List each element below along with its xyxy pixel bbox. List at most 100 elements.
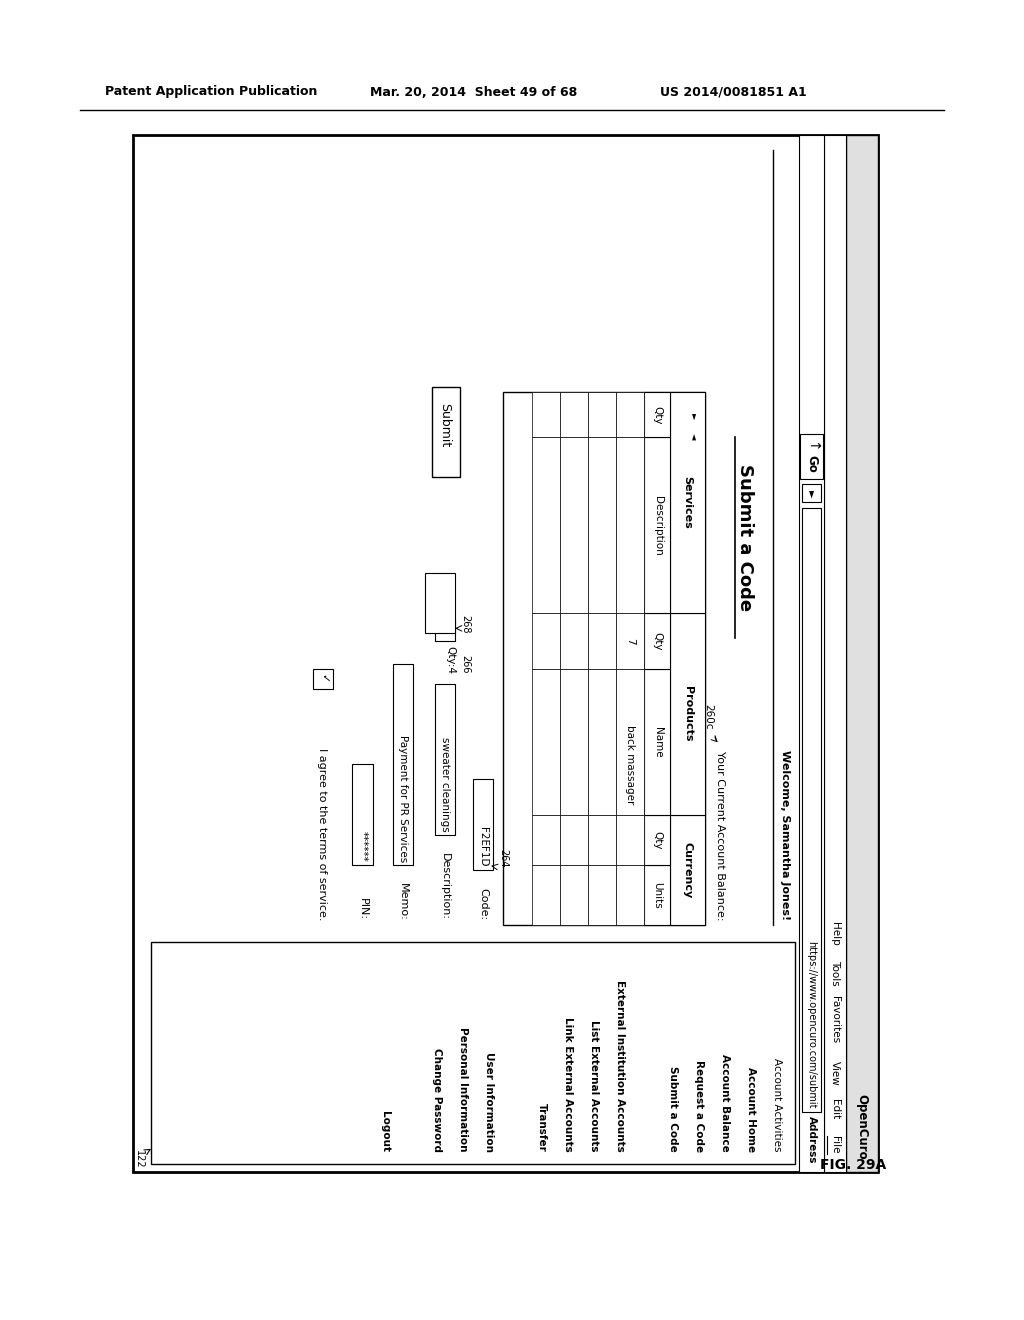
Bar xyxy=(393,664,413,865)
Bar xyxy=(616,669,644,814)
Text: Address: Address xyxy=(807,1117,816,1164)
Text: F2EF1D: F2EF1D xyxy=(478,828,488,867)
Text: Submit a Code: Submit a Code xyxy=(668,1067,678,1152)
Text: PIN:: PIN: xyxy=(357,899,368,920)
Text: Memo:: Memo: xyxy=(397,883,408,920)
Bar xyxy=(313,669,334,689)
Bar xyxy=(352,764,373,865)
Bar xyxy=(473,779,494,870)
Text: Go: Go xyxy=(805,454,818,473)
Bar xyxy=(425,573,455,634)
Text: ↑: ↑ xyxy=(805,441,818,453)
Text: 266: 266 xyxy=(460,655,470,673)
Bar xyxy=(560,814,588,865)
Text: Edit: Edit xyxy=(829,1100,840,1119)
Bar xyxy=(616,437,644,614)
Text: View: View xyxy=(829,1061,840,1085)
Text: Qty: Qty xyxy=(652,405,663,424)
Bar xyxy=(644,814,670,865)
Bar xyxy=(531,614,560,669)
Text: Qty: Qty xyxy=(652,632,663,651)
Text: Name: Name xyxy=(652,727,663,758)
Bar xyxy=(588,614,616,669)
Text: back massager: back massager xyxy=(626,725,635,804)
Bar xyxy=(670,814,705,925)
Text: Description: Description xyxy=(652,496,663,556)
Bar xyxy=(531,865,560,925)
Text: ✓: ✓ xyxy=(318,675,329,684)
Bar xyxy=(616,814,644,865)
Bar xyxy=(670,392,705,614)
Bar xyxy=(435,684,455,834)
Text: FIG. 29A: FIG. 29A xyxy=(820,1158,886,1172)
Text: Favorites: Favorites xyxy=(829,997,840,1043)
Bar xyxy=(560,437,588,614)
Bar xyxy=(616,865,644,925)
Text: I agree to the terms of service.: I agree to the terms of service. xyxy=(317,748,328,920)
Text: Mar. 20, 2014  Sheet 49 of 68: Mar. 20, 2014 Sheet 49 of 68 xyxy=(370,86,578,99)
Text: Products: Products xyxy=(683,686,692,742)
Text: Link External Accounts: Link External Accounts xyxy=(563,1018,572,1152)
Bar xyxy=(800,135,823,1172)
Bar xyxy=(560,392,588,437)
Text: ►: ► xyxy=(690,413,699,420)
Text: Qty:4: Qty:4 xyxy=(445,645,455,673)
Bar xyxy=(432,387,460,478)
Bar xyxy=(616,614,644,669)
Bar xyxy=(644,392,670,437)
Text: ◄: ◄ xyxy=(690,433,699,440)
Text: File: File xyxy=(829,1137,840,1154)
Text: Personal Information: Personal Information xyxy=(458,1027,468,1152)
Bar xyxy=(531,437,560,614)
Text: Tools: Tools xyxy=(829,960,840,986)
Text: 268: 268 xyxy=(460,615,470,634)
Bar xyxy=(588,865,616,925)
Text: Welcome, Samantha Jones!: Welcome, Samantha Jones! xyxy=(780,750,791,920)
Bar xyxy=(560,614,588,669)
Text: ►: ► xyxy=(807,490,816,498)
Text: Your Current Account Balance:: Your Current Account Balance: xyxy=(715,751,725,920)
Text: OpenCuro: OpenCuro xyxy=(855,1094,868,1160)
Bar xyxy=(531,814,560,865)
Bar xyxy=(823,135,846,1172)
Text: 264: 264 xyxy=(499,850,509,869)
Text: Account Home: Account Home xyxy=(746,1067,756,1152)
Text: https://www.opencuro.com/submit: https://www.opencuro.com/submit xyxy=(807,941,816,1109)
Bar xyxy=(133,135,878,1172)
Text: Account Balance: Account Balance xyxy=(720,1055,730,1152)
Bar xyxy=(644,865,670,925)
Text: Request a Code: Request a Code xyxy=(694,1060,703,1152)
Bar xyxy=(504,392,705,925)
Bar xyxy=(560,669,588,814)
Bar xyxy=(644,437,670,614)
Bar xyxy=(588,669,616,814)
Text: sweater cleanings: sweater cleanings xyxy=(440,737,451,832)
Bar xyxy=(801,434,822,479)
Text: Account Activities: Account Activities xyxy=(772,1059,782,1152)
Bar xyxy=(531,392,560,437)
Text: Description:: Description: xyxy=(440,853,451,920)
Text: Patent Application Publication: Patent Application Publication xyxy=(105,86,317,99)
Text: Services: Services xyxy=(683,477,692,529)
Text: Change Password: Change Password xyxy=(432,1048,442,1152)
Text: US 2014/0081851 A1: US 2014/0081851 A1 xyxy=(660,86,807,99)
Bar xyxy=(670,614,705,814)
Text: 122: 122 xyxy=(134,1150,144,1170)
Text: External Institution Accounts: External Institution Accounts xyxy=(615,981,626,1152)
Bar xyxy=(803,484,820,503)
Bar xyxy=(152,942,796,1164)
Bar xyxy=(435,619,455,642)
Text: Currency: Currency xyxy=(683,842,692,898)
Bar xyxy=(560,865,588,925)
Text: List External Accounts: List External Accounts xyxy=(589,1020,599,1152)
Text: Submit: Submit xyxy=(438,403,452,447)
Text: Payment for PR Services: Payment for PR Services xyxy=(397,735,408,862)
Text: Units: Units xyxy=(652,882,663,908)
Text: Logout: Logout xyxy=(380,1111,390,1152)
Bar xyxy=(644,669,670,814)
Text: Code:: Code: xyxy=(478,888,488,920)
Bar xyxy=(588,437,616,614)
Text: Help: Help xyxy=(829,921,840,945)
Bar xyxy=(803,507,820,1111)
Bar xyxy=(846,135,878,1172)
